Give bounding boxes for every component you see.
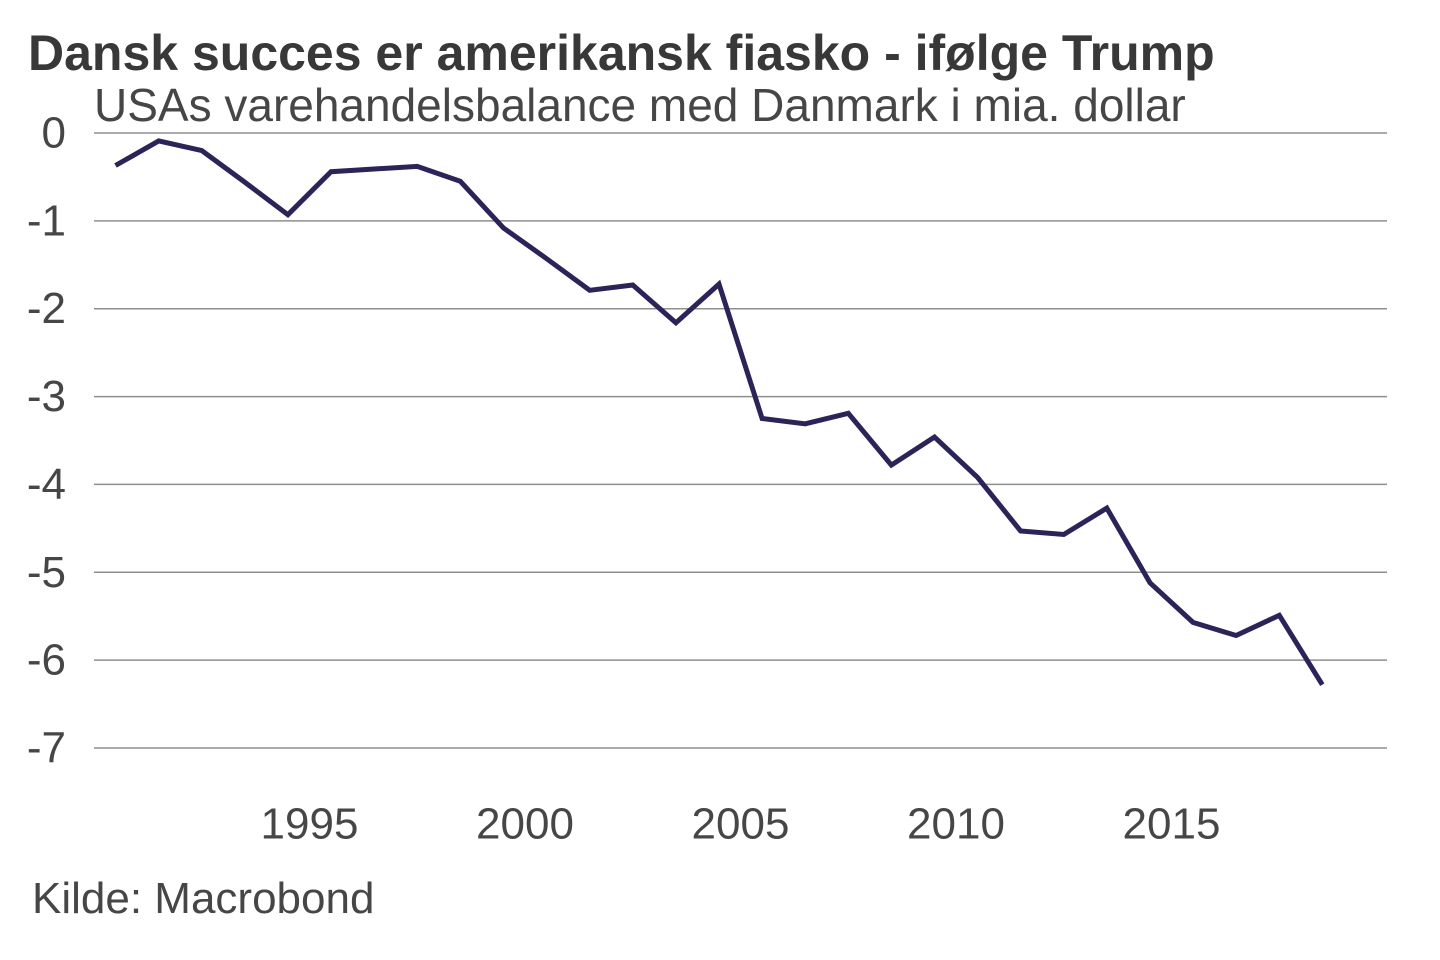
x-tick-label: 1995	[261, 800, 359, 849]
data-series	[114, 138, 1325, 687]
gridlines	[94, 132, 1387, 749]
x-tick-label: 2005	[692, 800, 790, 849]
y-tick-label: -3	[27, 372, 66, 421]
y-tick-label: -1	[27, 196, 66, 245]
y-tick-label: -2	[27, 284, 66, 333]
chart-subtitle: USAs varehandelsbalance med Danmark i mi…	[94, 79, 1186, 131]
x-tick-label: 2015	[1123, 800, 1221, 849]
x-axis-tick-labels: 1995 2000 2005 2010 2015	[261, 800, 1221, 849]
source-label: Kilde: Macrobond	[32, 874, 375, 923]
y-tick-label: -5	[27, 548, 66, 597]
y-tick-label: -7	[27, 724, 66, 773]
chart-title: Dansk succes er amerikansk fiasko - iføl…	[28, 25, 1215, 81]
y-tick-label: -4	[27, 460, 66, 509]
x-tick-label: 2010	[907, 800, 1005, 849]
y-tick-label: -6	[27, 636, 66, 685]
trade-balance-line	[114, 138, 1325, 687]
x-tick-label: 2000	[476, 800, 574, 849]
y-tick-label: 0	[42, 109, 66, 158]
y-axis-tick-labels: 0 -1 -2 -3 -4 -5 -6 -7	[27, 109, 66, 773]
